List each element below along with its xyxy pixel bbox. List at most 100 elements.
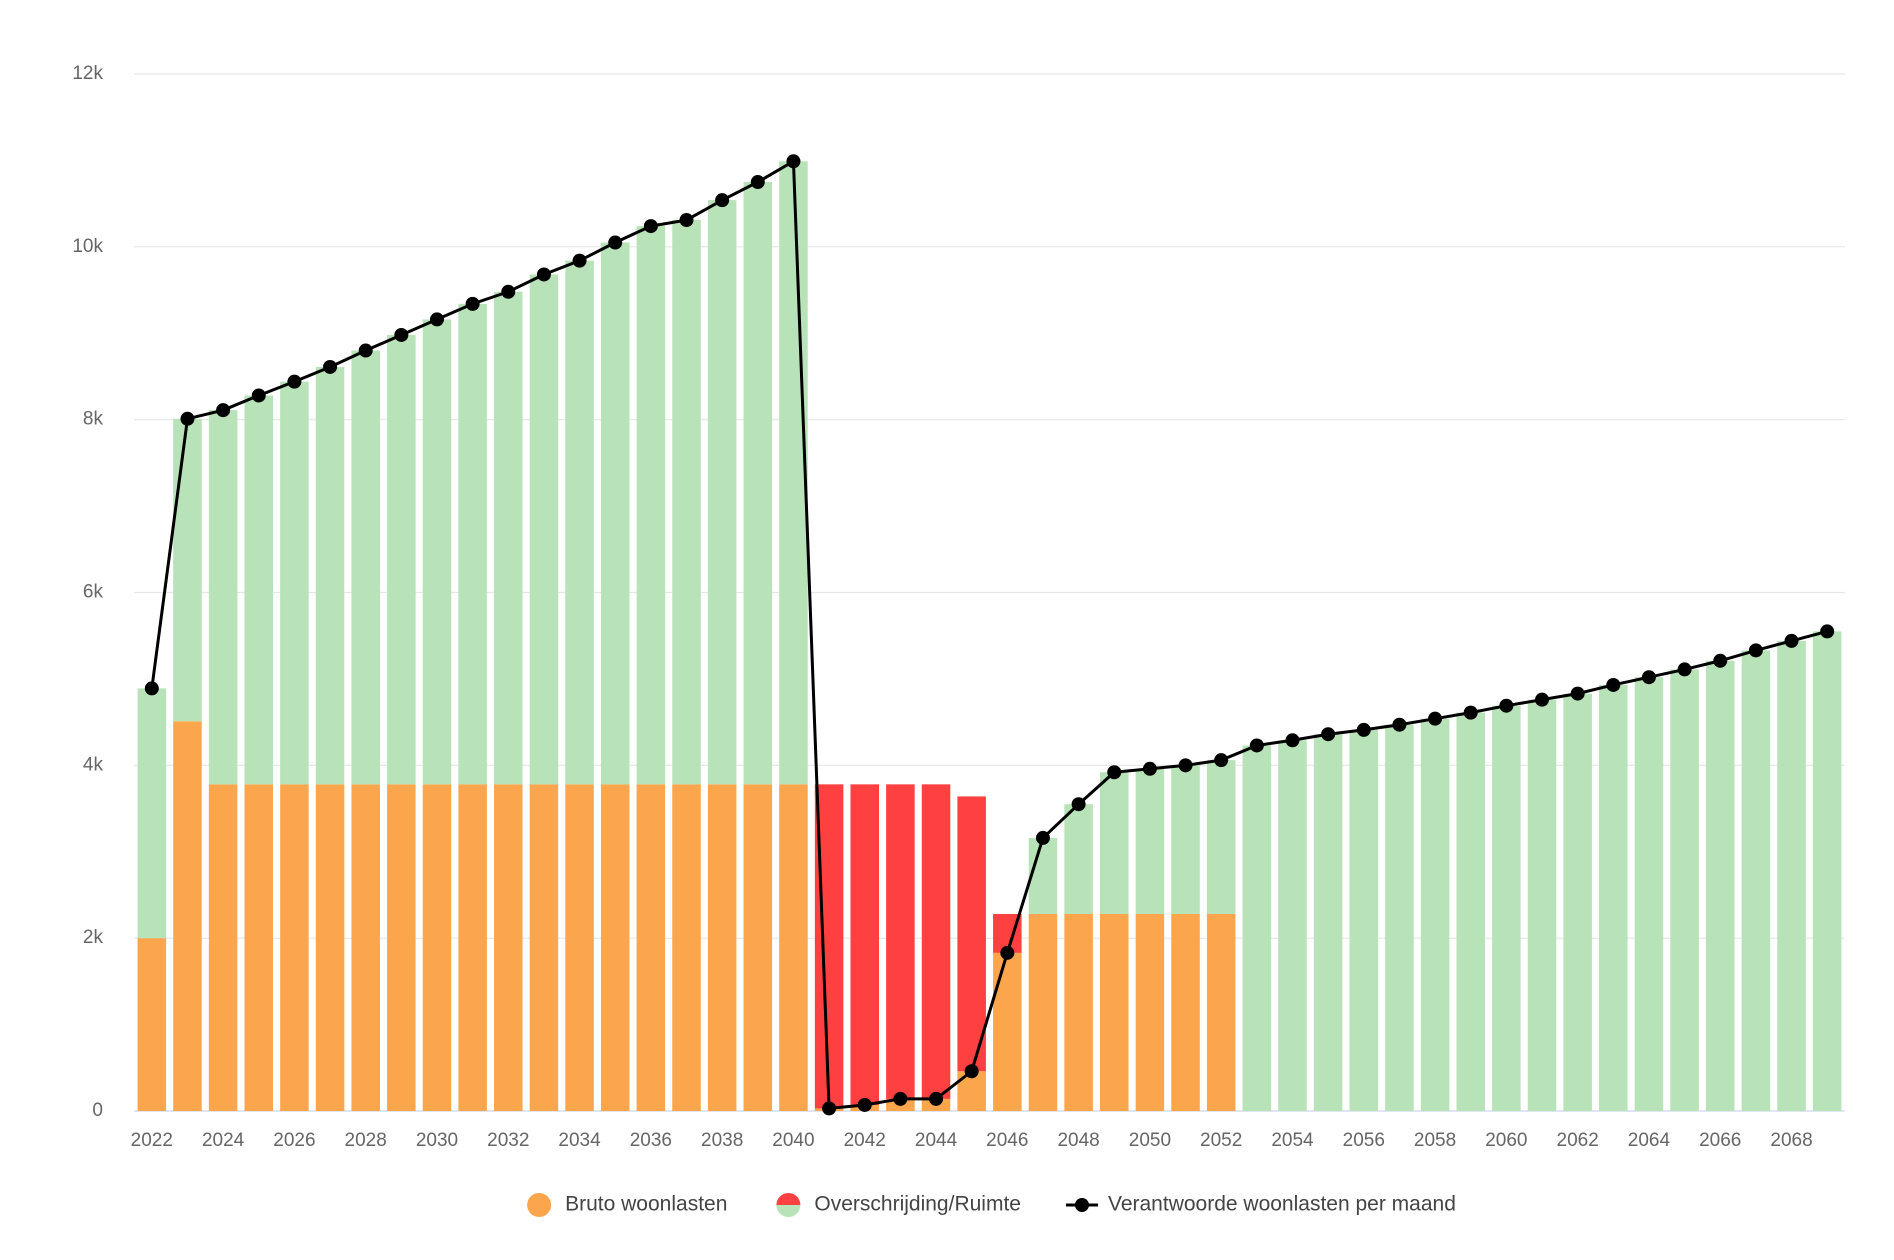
bar	[529, 784, 559, 1111]
line-point	[1142, 761, 1157, 776]
line-point	[1713, 653, 1728, 668]
bar	[1599, 684, 1628, 1111]
bar	[779, 161, 808, 785]
legend-label: Verantwoorde woonlasten per maand	[1108, 1193, 1456, 1216]
x-tick-label: 2064	[1628, 1130, 1671, 1151]
bar	[921, 784, 951, 1099]
line-point	[1392, 717, 1407, 732]
legend-item: Bruto woonlasten	[527, 1193, 727, 1217]
bar	[494, 291, 523, 785]
x-tick-label: 2060	[1485, 1130, 1527, 1151]
bar	[1242, 745, 1272, 1111]
bar	[1385, 724, 1414, 1111]
line-point	[643, 219, 658, 234]
bar	[1028, 837, 1058, 914]
bar	[137, 688, 167, 939]
x-tick-label: 2056	[1343, 1130, 1385, 1151]
bar	[280, 381, 309, 785]
legend-label: Overschrijding/Ruimte	[814, 1193, 1021, 1216]
bar	[173, 418, 202, 722]
bar	[529, 274, 559, 785]
bar	[743, 784, 773, 1111]
line-point	[822, 1101, 837, 1116]
line-point	[715, 193, 730, 208]
bar	[565, 260, 594, 785]
legend: Bruto woonlasten Overschrijding/Ruimte Ver…	[527, 1193, 1456, 1217]
bar	[1313, 734, 1343, 1111]
bar	[1135, 768, 1165, 914]
line-point	[1178, 758, 1193, 773]
legend-swatch	[527, 1193, 552, 1217]
bar	[208, 410, 238, 785]
bar	[1670, 669, 1699, 1111]
line-point	[251, 388, 266, 403]
line-point	[608, 235, 623, 250]
bar	[1135, 913, 1165, 1111]
bar	[458, 784, 487, 1111]
bar	[1064, 913, 1093, 1111]
line-point	[1249, 738, 1264, 753]
line-point	[1214, 753, 1229, 768]
bar	[1527, 699, 1557, 1111]
line-point	[536, 267, 551, 282]
line-point	[857, 1097, 872, 1112]
bar	[779, 784, 808, 1111]
line-point	[750, 175, 765, 190]
x-tick-label: 2066	[1699, 1130, 1741, 1151]
line-point	[1071, 797, 1086, 812]
line-point	[1748, 643, 1763, 658]
line-point	[572, 253, 587, 268]
x-tick-label: 2052	[1200, 1130, 1242, 1151]
bar	[1634, 677, 1664, 1111]
bar	[244, 784, 274, 1111]
bar	[993, 952, 1022, 1111]
line-point	[1035, 830, 1050, 845]
line-point	[786, 154, 801, 169]
bar	[387, 784, 416, 1111]
y-tick-label: 0	[92, 1100, 103, 1121]
line-point	[1499, 698, 1514, 713]
bar	[173, 721, 202, 1111]
x-tick-label: 2030	[416, 1130, 458, 1151]
y-tick-label: 4k	[83, 754, 104, 775]
bar	[1349, 729, 1379, 1111]
line-point	[893, 1091, 908, 1106]
bar	[707, 200, 737, 785]
legend-swatch	[776, 1193, 801, 1205]
bar	[1171, 765, 1200, 914]
bar	[1100, 913, 1129, 1111]
x-tick-label: 2050	[1129, 1130, 1171, 1151]
bar	[850, 784, 879, 1105]
x-tick-label: 2044	[915, 1130, 958, 1151]
bar	[1028, 913, 1058, 1111]
line-point	[1428, 711, 1443, 726]
bar	[1741, 650, 1771, 1111]
x-tick-label: 2062	[1557, 1130, 1599, 1151]
bar	[957, 796, 986, 1072]
bar	[351, 350, 380, 785]
bar	[1278, 740, 1307, 1111]
bar	[600, 784, 630, 1111]
y-tick-label: 8k	[83, 409, 104, 430]
line-point	[465, 296, 480, 311]
line-point	[1677, 662, 1692, 677]
x-tick-label: 2036	[630, 1130, 672, 1151]
y-tick-label: 12k	[72, 63, 103, 84]
bar	[1206, 760, 1236, 914]
line-point	[1107, 765, 1122, 780]
bar	[1420, 718, 1450, 1111]
bar	[244, 395, 274, 785]
line-point	[964, 1064, 979, 1079]
x-tick-label: 2058	[1414, 1130, 1456, 1151]
x-tick-label: 2042	[844, 1130, 886, 1151]
bar	[494, 784, 523, 1111]
bar	[672, 220, 701, 785]
line-point	[1606, 677, 1621, 692]
line-point	[1570, 686, 1585, 701]
x-tick-label: 2038	[701, 1130, 743, 1151]
bar	[1206, 913, 1236, 1111]
bar	[1777, 640, 1806, 1111]
bar	[1812, 631, 1842, 1111]
x-tick-label: 2032	[487, 1130, 529, 1151]
x-tick-label: 2028	[345, 1130, 387, 1151]
